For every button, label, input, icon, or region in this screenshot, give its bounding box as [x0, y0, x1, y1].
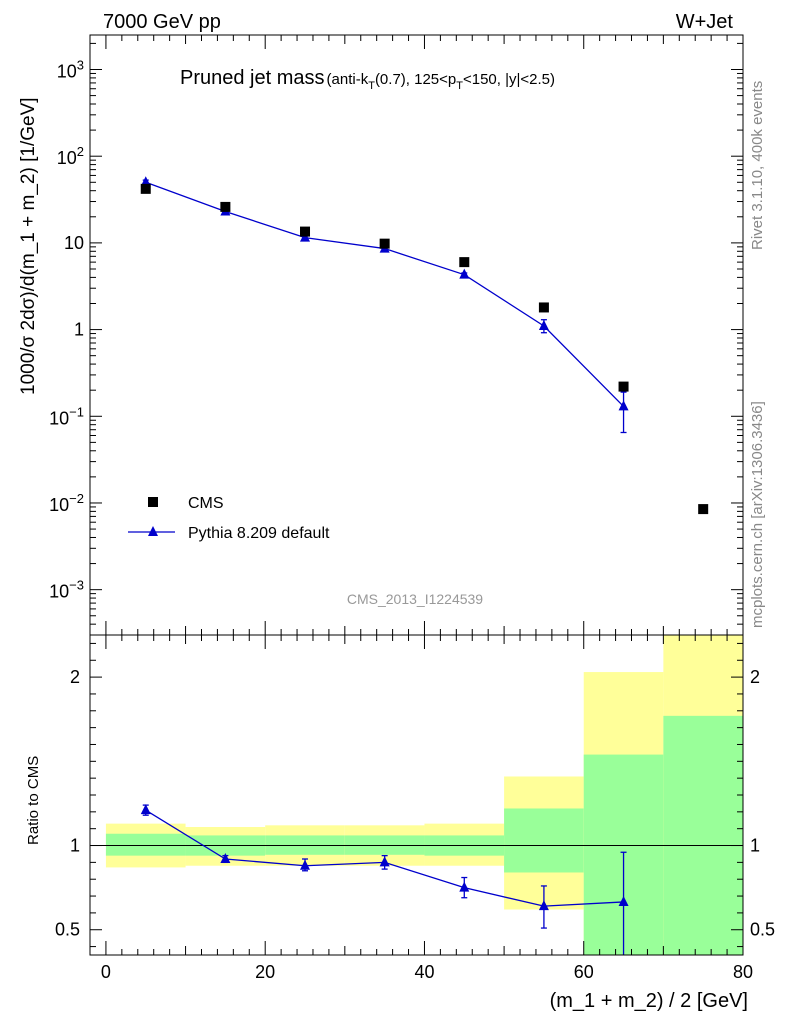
ratio-y-tick-label-right: 2 [750, 667, 760, 687]
x-tick-label: 20 [255, 962, 275, 982]
main-y-axis-label: 1000/σ 2dσ)/d(m_1 + m_2) [1/GeV] [18, 97, 39, 395]
legend-cms-marker [148, 497, 158, 507]
ratio-y-axis-label: Ratio to CMS [25, 756, 42, 845]
header-left: 7000 GeV pp [103, 11, 221, 33]
x-tick-label: 60 [574, 962, 594, 982]
main-panel-frame [89, 34, 744, 636]
main-y-tick-label: 10−1 [49, 404, 84, 428]
band-inner-5 [504, 808, 584, 873]
main-y-tick-label: 103 [57, 57, 84, 81]
header-right: W+Jet [676, 11, 734, 33]
main-y-tick-label: 10 [64, 233, 84, 253]
mc-point [538, 319, 549, 330]
band-inner-0 [105, 833, 186, 856]
main-y-tick-label: 1 [74, 320, 84, 340]
main-y-tick-label: 102 [57, 144, 84, 168]
x-tick-label: 40 [414, 962, 434, 982]
cms-data-point [379, 238, 390, 249]
ratio-y-tick-label-left: 2 [70, 667, 80, 687]
mc-point [459, 268, 470, 279]
legend-mc-label: Pythia 8.209 default [188, 525, 330, 542]
ratio-uncertainty-bands [105, 635, 743, 955]
ratio-mc-point [140, 804, 151, 815]
ratio-y-tick-label-right: 1 [750, 836, 760, 856]
cms-data-point [459, 257, 470, 268]
legend-cms-label: CMS [188, 495, 224, 512]
ratio-mc-point [220, 853, 231, 863]
legend: CMS Pythia 8.209 default [128, 495, 330, 542]
mcplots-label: mcplots.cern.ch [arXiv:1306.3436] [749, 401, 766, 628]
plot-title: Pruned jet mass (anti-kT(0.7), 125<pT<150… [180, 67, 555, 92]
ratio-mc-point [538, 900, 549, 911]
band-inner-7 [663, 715, 743, 955]
cms-data-point [300, 226, 311, 237]
cms-data-point [618, 381, 629, 392]
main-y-tick-label: 10−3 [49, 578, 84, 602]
ratio-y-tick-label-right: 0.5 [750, 920, 775, 940]
cms-data-point [698, 504, 709, 515]
mc-line [145, 181, 625, 407]
x-tick-label: 0 [101, 962, 111, 982]
x-axis-label: (m_1 + m_2) / 2 [GeV] [550, 990, 748, 1012]
mc-point [140, 176, 151, 187]
cms-data-point [140, 183, 151, 194]
cms-data-point [220, 201, 231, 212]
ratio-y-tick-label-left: 0.5 [55, 920, 80, 940]
cms-data-point [538, 302, 549, 313]
legend-mc-marker [148, 526, 158, 536]
ratio-panel-frame [89, 634, 744, 956]
main-marks [140, 176, 709, 515]
ratio-mc-point [300, 859, 311, 870]
mc-point [300, 231, 311, 242]
ratio-marks [90, 804, 743, 955]
mc-point [618, 400, 629, 411]
ratio-y-tick-label-left: 1 [70, 836, 80, 856]
analysis-watermark: CMS_2013_I1224539 [347, 591, 483, 607]
ratio-mc-point [459, 881, 470, 892]
x-tick-label: 80 [733, 962, 753, 982]
main-y-tick-label: 10−2 [49, 491, 84, 515]
rivet-label: Rivet 3.1.10, 400k events [749, 81, 766, 250]
ratio-mc-point [379, 856, 390, 867]
ratio-mc-point [618, 895, 629, 906]
